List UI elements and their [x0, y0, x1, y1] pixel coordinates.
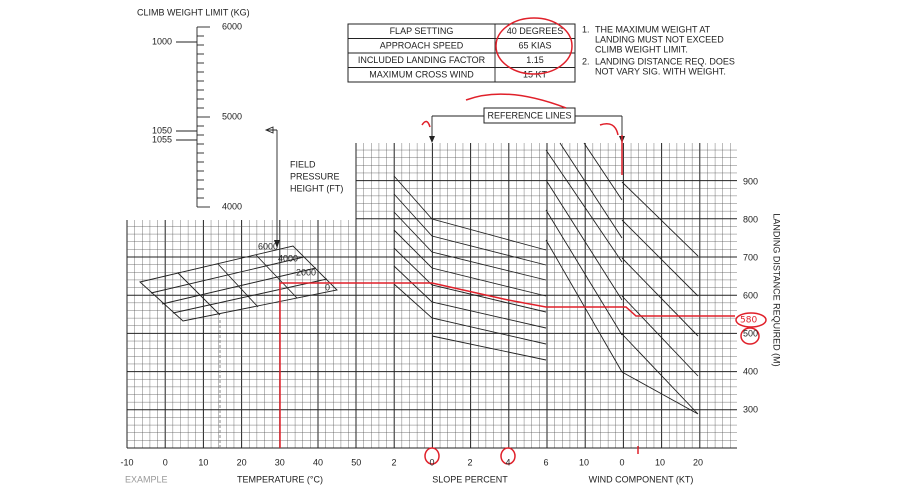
- table-cell: FLAP SETTING: [390, 26, 454, 36]
- x-tick-label: 30: [275, 457, 285, 467]
- x-tick-label: 0: [429, 457, 434, 467]
- field-pressure: FIELD: [290, 159, 316, 169]
- y-tick-label: 500: [743, 328, 758, 338]
- x-tick-label: 2: [467, 457, 472, 467]
- reference-label: REFERENCE LINES: [487, 110, 571, 120]
- wind-lines: [545, 142, 699, 415]
- note: 1.: [582, 24, 590, 34]
- climb-title: CLIMB WEIGHT LIMIT (KG): [137, 7, 250, 17]
- reference-box: [483, 107, 576, 124]
- x-tick-label: 0: [163, 457, 168, 467]
- arrow-head: [429, 136, 625, 143]
- axes: -10 0 10 20 30 40 50 2 0 2 4 6 10 0 10 2090080070060050…: [120, 176, 758, 467]
- table-cell: MAXIMUM CROSS WIND: [369, 69, 474, 79]
- pressure-label: 4000: [278, 253, 298, 263]
- axis-title: WIND COMPONENT (KT): [589, 474, 694, 484]
- bracket: [431, 115, 623, 140]
- handwritten: 580: [740, 316, 757, 326]
- table-cell: 1.15: [526, 55, 544, 65]
- pressure-label: 6000: [258, 241, 278, 251]
- table-cell: APPROACH SPEED: [380, 40, 464, 50]
- axis-title: TEMPERATURE (°C): [237, 474, 323, 484]
- x-tick-label: 10: [198, 457, 208, 467]
- x-tick-label: 20: [237, 457, 247, 467]
- x-tick-label: 20: [693, 457, 703, 467]
- table-cell: 65 KIAS: [518, 40, 551, 50]
- x-tick-label: 10: [579, 457, 589, 467]
- note: CLIMB WEIGHT LIMIT.: [595, 44, 688, 54]
- slope-curves: [393, 175, 547, 361]
- field-pressure: PRESSURE: [290, 171, 340, 181]
- note: 2.: [582, 56, 590, 66]
- pressure-grid: [139, 245, 338, 322]
- field-pressure: HEIGHT (FT): [290, 183, 343, 193]
- x-tick-label: 10: [655, 457, 665, 467]
- table-cell: 40 DEGREES: [507, 26, 564, 36]
- x-tick-label: 4: [505, 457, 510, 467]
- climb-ticks: [197, 26, 210, 208]
- table-cell: INCLUDED LANDING FACTOR: [358, 55, 486, 65]
- x-tick-label: 6: [543, 457, 548, 467]
- climb-right-label: 4000: [222, 201, 242, 211]
- y-tick-label: 700: [743, 252, 758, 262]
- example-label: EXAMPLE: [125, 474, 168, 484]
- annotation: [279, 17, 767, 465]
- climb-left-label: 1000: [152, 36, 172, 46]
- note: LANDING MUST NOT EXCEED: [595, 34, 724, 44]
- pressure-label: 0: [325, 282, 330, 292]
- climb-right-label: 6000: [222, 21, 242, 31]
- y-tick-label: 900: [743, 176, 758, 186]
- y-tick-label: 300: [743, 404, 758, 414]
- climb-left-label: 1050: [152, 125, 172, 135]
- pressure-label: 2000: [296, 267, 316, 277]
- y-tick-label: 400: [743, 366, 758, 376]
- x-tick-label: 2: [391, 457, 396, 467]
- climb-right-label: 5000: [222, 111, 242, 121]
- x-tick-label: 40: [313, 457, 323, 467]
- climb-left-label: 1055: [152, 134, 172, 144]
- arrow: [264, 126, 277, 134]
- x-tick-label: 0: [619, 457, 624, 467]
- y-tick-label: 800: [743, 214, 758, 224]
- note: LANDING DISTANCE REQ. DOES: [595, 56, 735, 66]
- x-tick-label: -10: [120, 457, 133, 467]
- axis-title: SLOPE PERCENT: [432, 474, 508, 484]
- axis-title: LANDING DISTANCE REQUIRED (M): [772, 213, 782, 366]
- note: THE MAXIMUM WEIGHT AT: [595, 24, 711, 34]
- arrow-head: [274, 240, 280, 248]
- grid: [126, 143, 737, 449]
- y-tick-label: 600: [743, 290, 758, 300]
- note: NOT VARY SIG. WITH WEIGHT.: [595, 66, 726, 76]
- x-tick-label: 50: [351, 457, 361, 467]
